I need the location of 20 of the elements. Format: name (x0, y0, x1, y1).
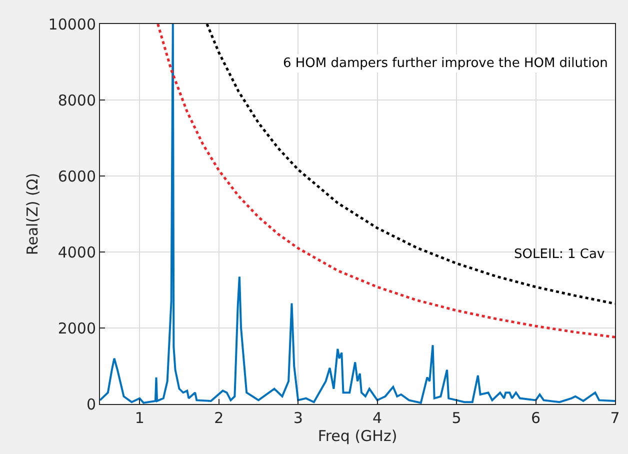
annotation: 6 HOM dampers further improve the HOM dilution (283, 56, 608, 71)
y-tick-label: 2000 (58, 319, 96, 338)
x-tick-label: 4 (372, 409, 382, 427)
x-tick-label: 7 (610, 409, 620, 427)
series-label: SOLEIL: 1 Cav (514, 247, 605, 262)
line-series (206, 24, 615, 305)
y-tick-label: 6000 (58, 167, 96, 186)
x-axis-title: Freq (GHz) (318, 427, 398, 445)
y-tick-label: 10000 (48, 15, 96, 34)
x-tick-label: 1 (134, 409, 144, 427)
line-series (100, 24, 615, 404)
line-series (156, 24, 615, 338)
y-tick-label: 0 (86, 395, 96, 414)
y-tick-label: 8000 (58, 91, 96, 110)
x-tick-label: 6 (530, 409, 541, 427)
x-tick-label: 2 (214, 409, 224, 427)
y-axis-title: Real(Z) (Ω) (24, 172, 42, 256)
x-tick-label: 5 (452, 409, 462, 427)
y-tick-label: 4000 (58, 243, 96, 262)
x-tick-label: 3 (293, 409, 303, 427)
